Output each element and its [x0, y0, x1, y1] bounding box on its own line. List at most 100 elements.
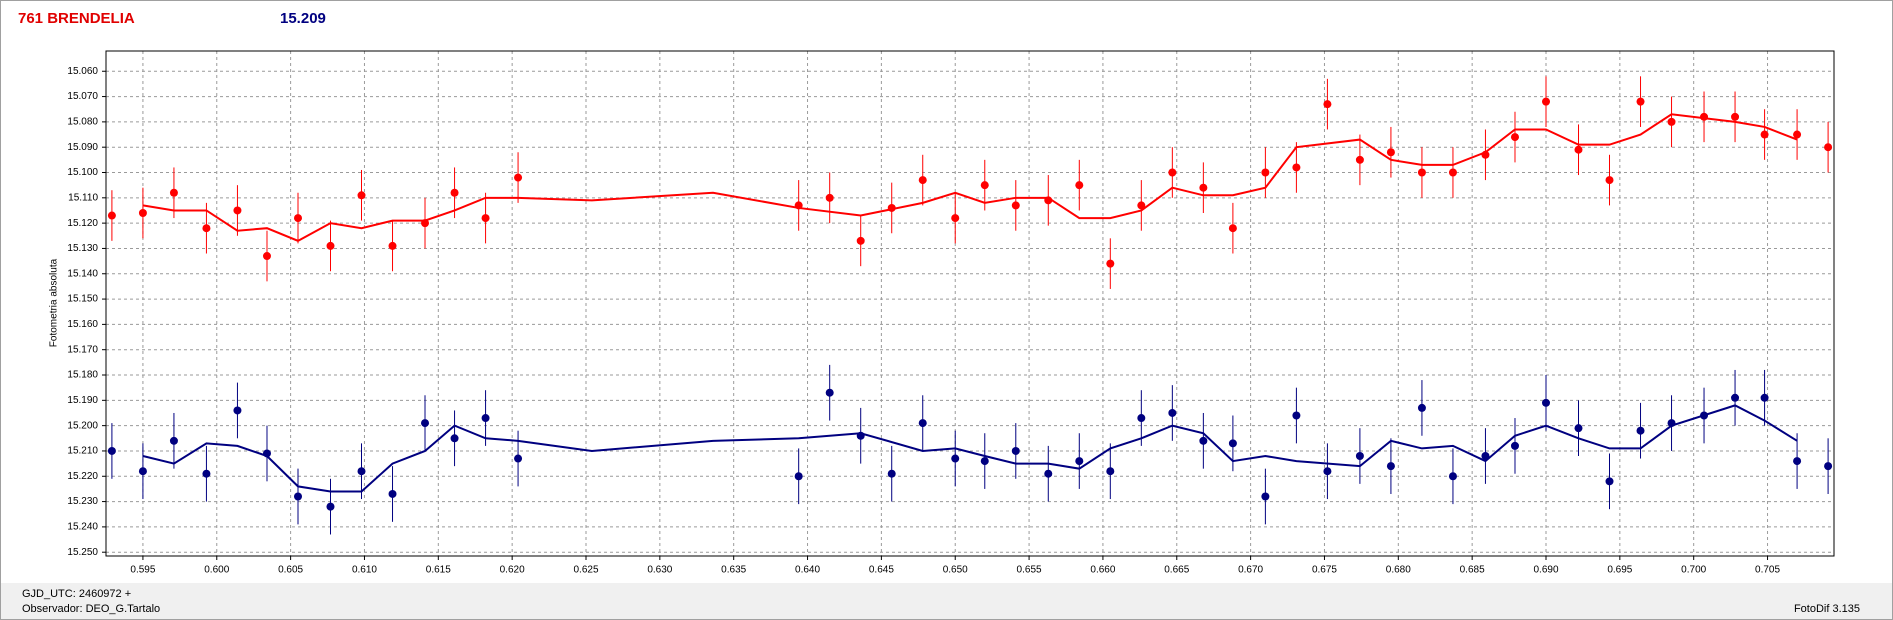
data-point: [1605, 477, 1614, 486]
data-point: [887, 469, 896, 478]
x-tick-label: 0.690: [1533, 565, 1558, 576]
x-tick-label: 0.675: [1312, 565, 1337, 576]
data-point: [980, 181, 989, 190]
data-point: [1355, 155, 1364, 164]
x-tick-label: 0.600: [204, 565, 229, 576]
data-point: [1417, 403, 1426, 412]
y-tick-label: 15.240: [67, 522, 98, 533]
fit-line: [142, 113, 1798, 242]
y-tick-label: 15.080: [67, 117, 98, 128]
data-point: [262, 252, 271, 261]
y-tick-label: 15.230: [67, 496, 98, 507]
data-point: [1075, 181, 1084, 190]
data-point: [1199, 436, 1208, 445]
data-point: [1228, 224, 1237, 233]
y-tick-label: 15.090: [67, 142, 98, 153]
data-point: [233, 406, 242, 415]
x-tick-label: 0.680: [1386, 565, 1411, 576]
data-point: [1542, 398, 1550, 407]
data-point: [1323, 100, 1332, 109]
y-tick-label: 15.110: [68, 192, 98, 203]
data-point: [825, 388, 834, 397]
data-point: [169, 436, 178, 445]
data-point: [887, 203, 896, 212]
y-tick-label: 15.100: [67, 167, 98, 178]
data-point: [202, 224, 211, 233]
x-tick-label: 0.635: [721, 565, 746, 576]
x-tick-label: 0.700: [1681, 565, 1706, 576]
data-point: [1793, 130, 1802, 139]
data-point: [481, 414, 490, 423]
data-point: [1510, 441, 1519, 450]
x-tick-label: 0.695: [1607, 565, 1632, 576]
data-point: [450, 434, 459, 443]
data-point: [1731, 112, 1740, 121]
data-point: [1168, 168, 1177, 177]
x-tick-label: 0.615: [426, 565, 451, 576]
y-tick-label: 15.060: [67, 66, 98, 77]
y-tick-label: 15.120: [67, 218, 98, 229]
data-point: [1137, 201, 1146, 210]
data-point: [951, 214, 960, 223]
data-point: [357, 467, 366, 476]
data-point: [1510, 133, 1519, 142]
data-point: [1386, 462, 1395, 471]
data-point: [514, 454, 523, 463]
data-point: [294, 214, 302, 223]
data-point: [262, 449, 271, 458]
y-tick-label: 15.160: [67, 319, 98, 330]
data-point: [1542, 97, 1550, 106]
data-point: [1292, 163, 1301, 172]
data-point: [481, 214, 490, 223]
data-point: [918, 176, 927, 185]
data-point: [1700, 112, 1709, 121]
data-point: [1292, 411, 1301, 420]
data-point: [980, 457, 989, 466]
data-point: [1075, 457, 1084, 466]
footer-note: Observador: DEO_G.Tartalo: [22, 603, 160, 615]
data-point: [1106, 467, 1115, 476]
x-tick-label: 0.705: [1755, 565, 1780, 576]
data-point: [169, 188, 178, 197]
data-point: [1760, 393, 1769, 402]
data-point: [1824, 143, 1833, 152]
y-tick-label: 15.200: [67, 420, 98, 431]
data-point: [1700, 411, 1709, 420]
data-point: [107, 446, 116, 455]
data-point: [1044, 196, 1053, 205]
x-tick-label: 0.660: [1090, 565, 1115, 576]
x-tick-label: 0.685: [1460, 565, 1485, 576]
chart-title: 761 BRENDELIA: [18, 10, 135, 27]
x-tick-label: 0.595: [130, 565, 155, 576]
data-point: [1011, 201, 1020, 210]
data-point: [951, 454, 960, 463]
data-point: [918, 419, 927, 428]
data-point: [294, 492, 302, 501]
data-point: [1793, 457, 1802, 466]
data-point: [1605, 176, 1614, 185]
data-point: [1667, 419, 1676, 428]
data-point: [388, 241, 397, 250]
y-tick-label: 15.220: [67, 471, 98, 482]
data-point: [794, 472, 803, 481]
data-point: [1760, 130, 1769, 139]
data-point: [794, 201, 803, 210]
footer-note: GJD_UTC: 2460972 +: [22, 588, 131, 600]
data-point: [138, 209, 147, 218]
data-point: [202, 469, 211, 478]
plot-area: [105, 50, 1835, 557]
data-point: [1044, 469, 1053, 478]
data-point: [1824, 462, 1833, 471]
y-tick-label: 15.070: [67, 91, 98, 102]
x-tick-label: 0.625: [573, 565, 598, 576]
fit-line: [142, 404, 1798, 493]
data-point: [1106, 259, 1115, 268]
x-tick-label: 0.605: [278, 565, 303, 576]
data-point: [1448, 168, 1457, 177]
data-point: [1574, 424, 1583, 433]
data-point: [1481, 452, 1490, 461]
data-point: [1636, 97, 1645, 106]
data-point: [825, 193, 834, 202]
x-tick-label: 0.630: [647, 565, 672, 576]
